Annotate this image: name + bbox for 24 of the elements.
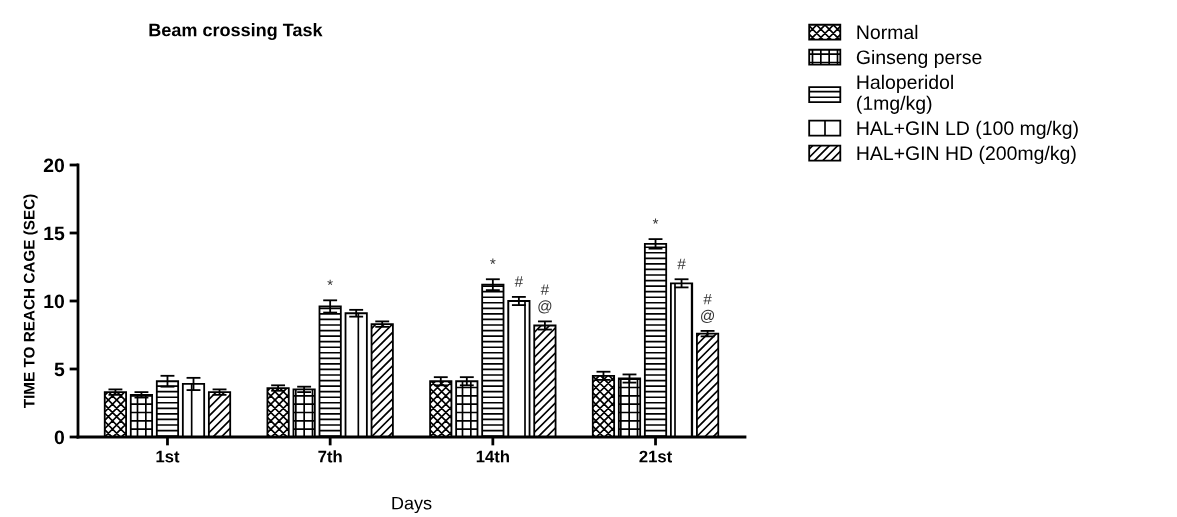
data-label: * [652, 218, 659, 224]
legend-label: Haloperidol (1mg/kg) [857, 74, 953, 114]
x-tick-label: 14th [476, 450, 509, 463]
y-tick-label: 0 [54, 430, 65, 445]
legend-label: Ginseng perse [856, 49, 982, 68]
legend-label: HAL+GIN LD (100 mg/kg) [857, 120, 1078, 139]
y-tick-label: 5 [54, 362, 65, 377]
y-tick-label: 20 [43, 158, 65, 173]
data-label: # @ [701, 293, 715, 323]
x-tick-label: 1st [156, 450, 180, 463]
data-label: * [490, 258, 496, 264]
data-label: # [677, 258, 686, 270]
y-axis-title: TIME TO REACH CAGE (SEC) [23, 194, 38, 409]
x-axis-title: Days [392, 496, 432, 514]
legend-label: Normal [857, 24, 918, 40]
chart-title: Beam crossing Task [149, 23, 323, 41]
legend-label: HAL+GIN HD (200mg/kg) [857, 145, 1076, 164]
x-tick-label: 21st [639, 450, 672, 463]
y-tick-label: 15 [44, 226, 65, 241]
data-label: # @ [538, 284, 552, 314]
data-label: # [514, 276, 524, 287]
x-tick-label: 7th [318, 450, 342, 463]
y-tick-label: 10 [44, 294, 65, 309]
data-label: * [327, 279, 333, 286]
